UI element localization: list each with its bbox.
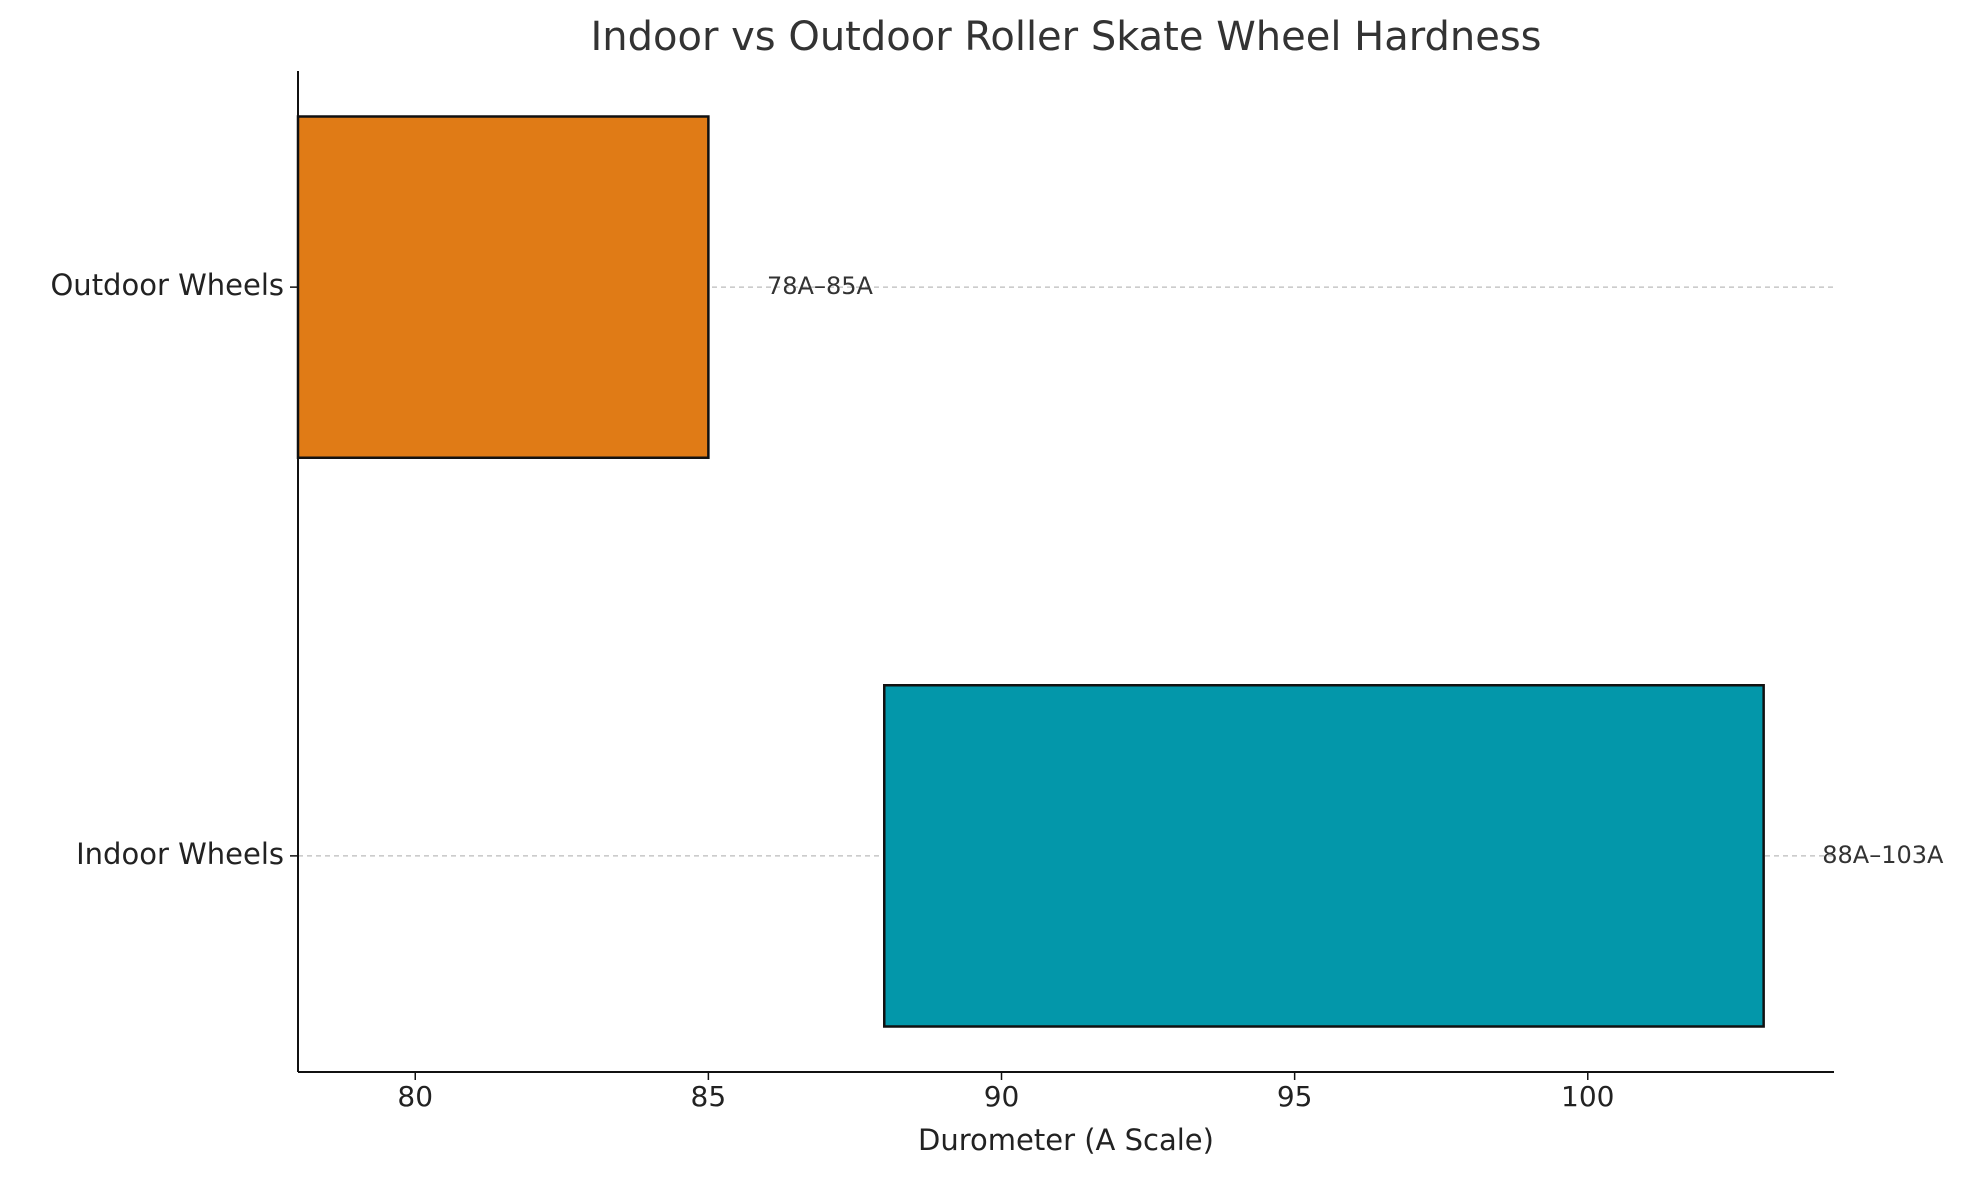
y-tick-label: Outdoor Wheels [50, 268, 284, 302]
x-axis-label: Durometer (A Scale) [918, 1123, 1214, 1157]
x-tick-label: 100 [1561, 1080, 1614, 1113]
bar [883, 684, 1765, 1028]
x-tick-label: 90 [984, 1080, 1020, 1113]
x-tick-label: 95 [1277, 1080, 1313, 1113]
value-label: 78A–85A [767, 272, 873, 300]
value-label: 88A–103A [1822, 841, 1944, 869]
bar [296, 115, 710, 459]
x-tick-label: 85 [691, 1080, 727, 1113]
chart-title: Indoor vs Outdoor Roller Skate Wheel Har… [590, 14, 1541, 60]
x-tick-label: 80 [397, 1080, 433, 1113]
y-tick-label: Indoor Wheels [76, 837, 284, 871]
